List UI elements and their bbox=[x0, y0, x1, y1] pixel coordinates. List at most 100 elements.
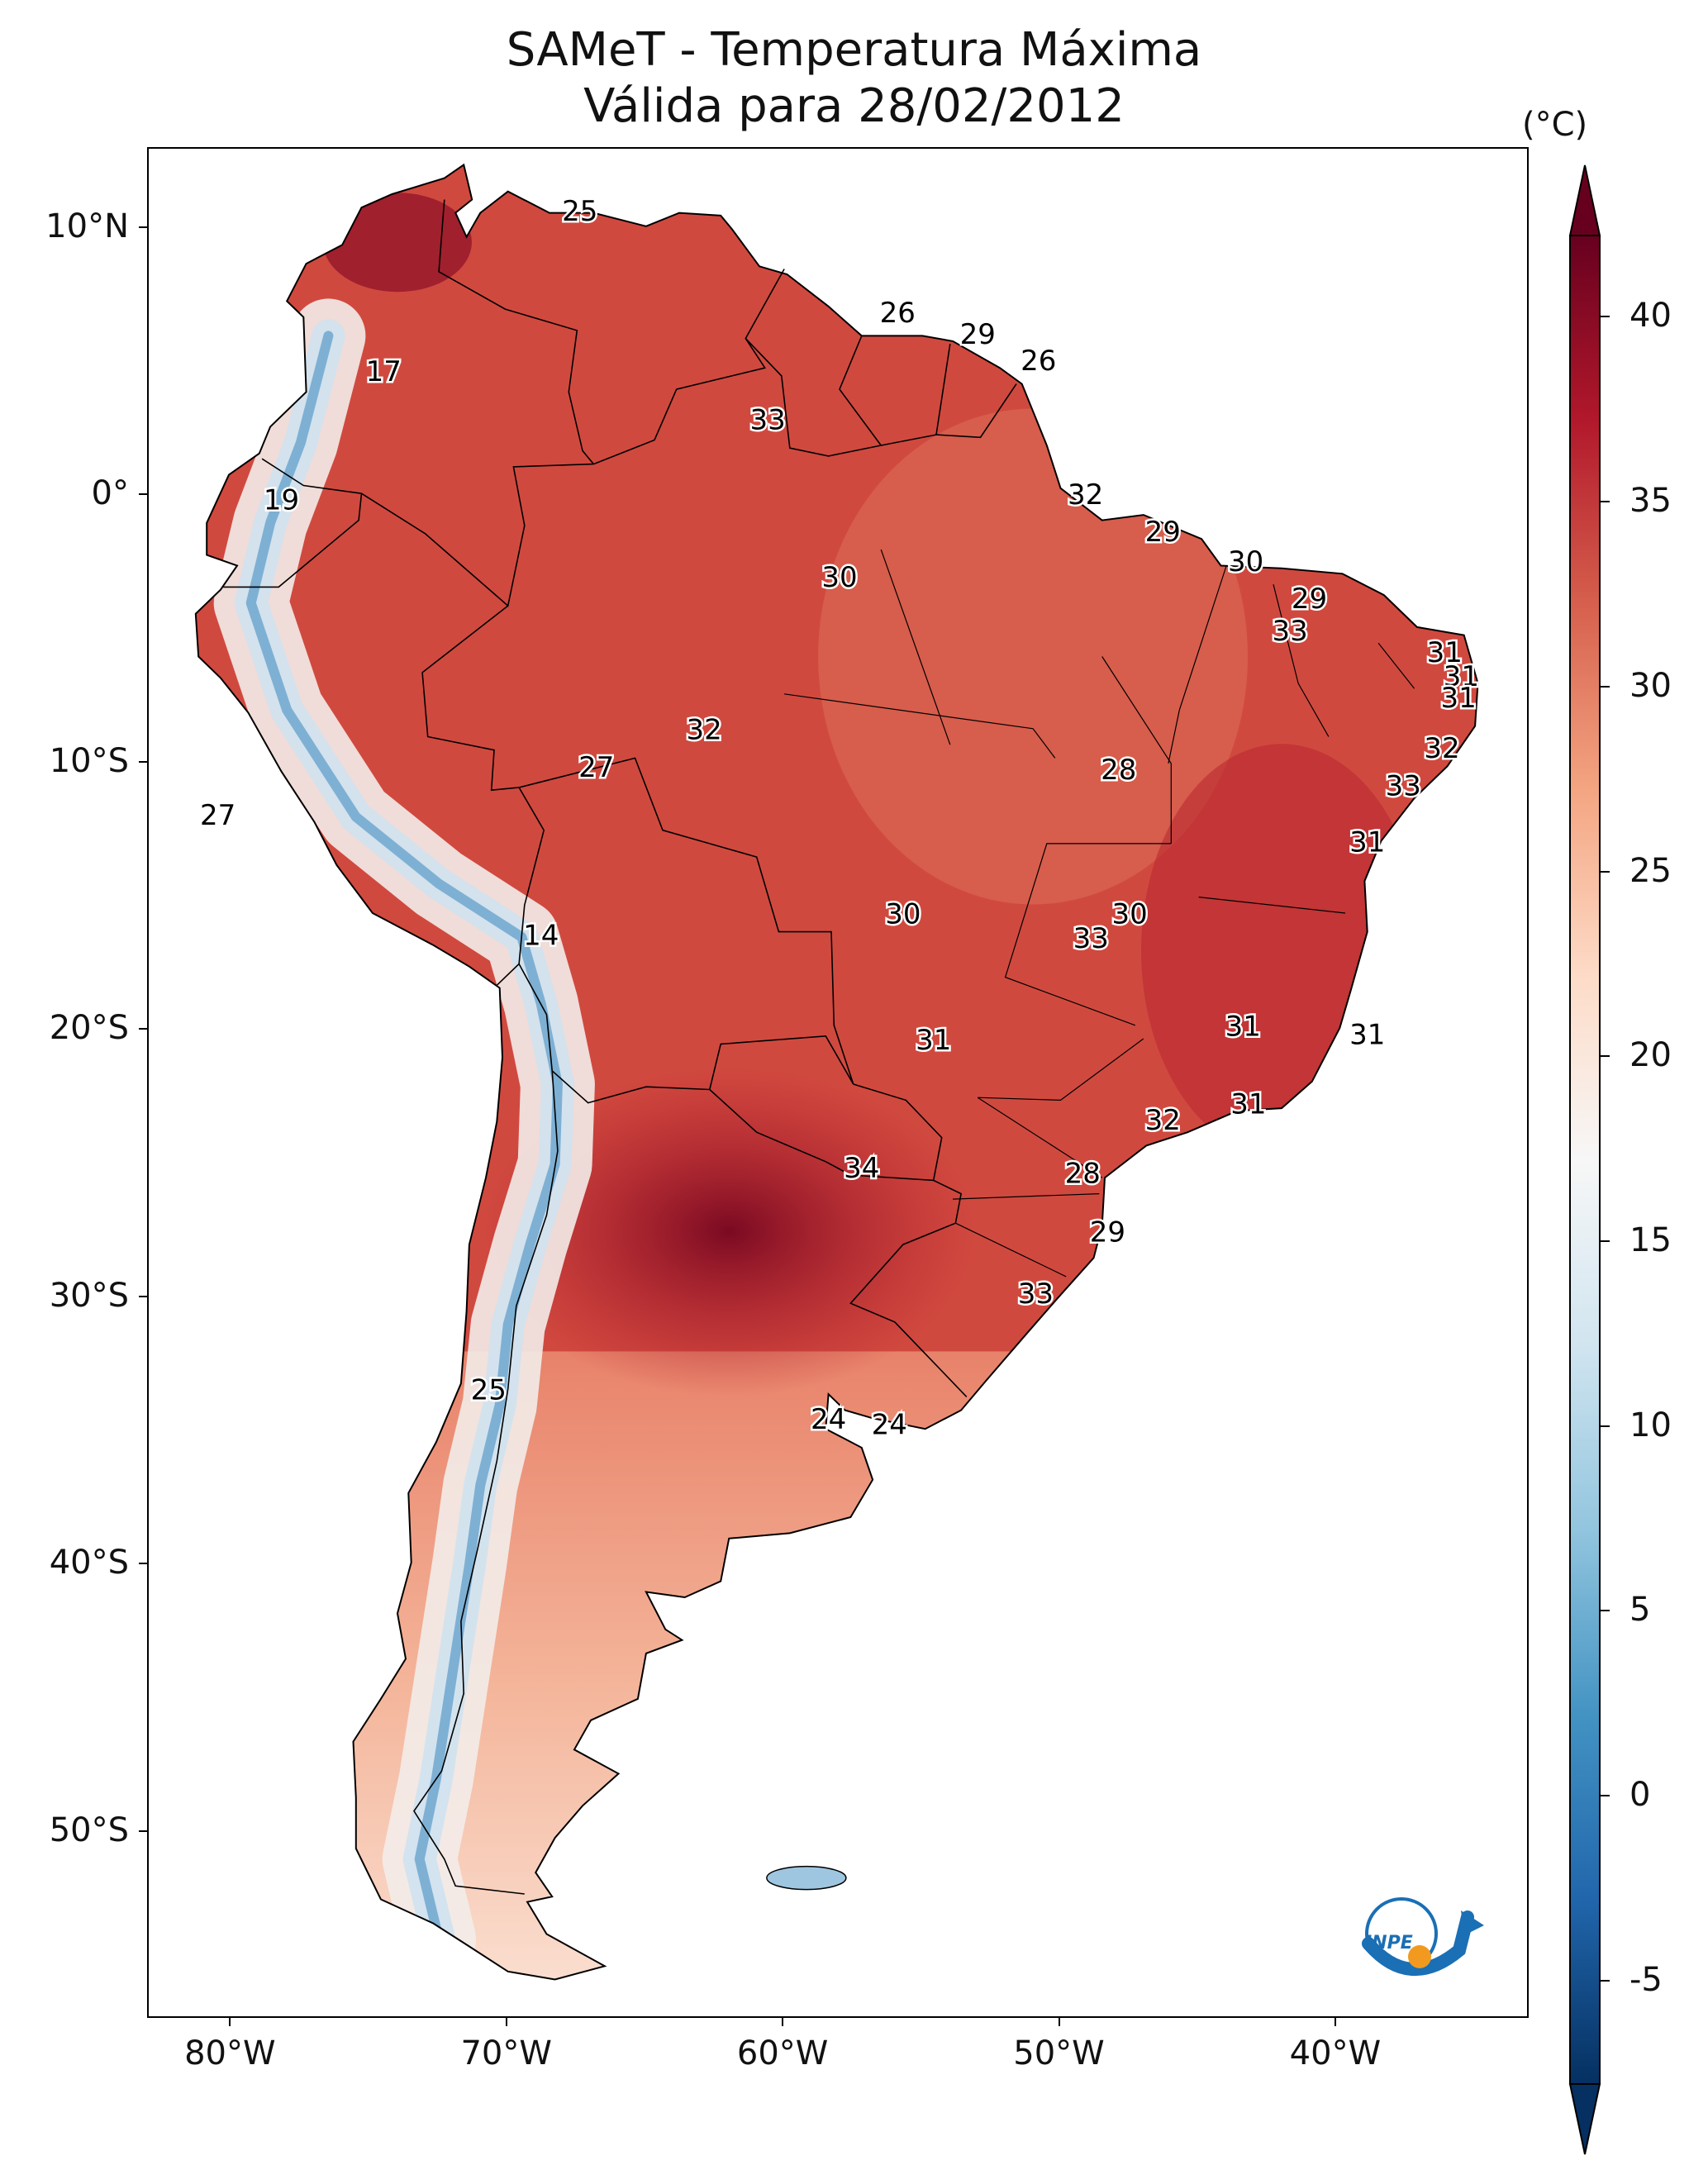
colorbar-tick bbox=[1600, 316, 1610, 318]
east-brazil-hot-zone bbox=[1141, 744, 1423, 1158]
station-value-38: 24 bbox=[872, 1409, 907, 1442]
colorbar-tick-label: 25 bbox=[1629, 851, 1672, 890]
lat-label: 20°S bbox=[49, 1009, 129, 1048]
state-border-8 bbox=[955, 1222, 1067, 1278]
lon-label: 50°W bbox=[1013, 2034, 1105, 2072]
country-borders bbox=[194, 163, 1479, 1981]
lat-label: 30°S bbox=[49, 1276, 129, 1315]
station-value-7: 19 bbox=[264, 483, 299, 516]
lat-label: 10°S bbox=[49, 741, 129, 780]
colorbar-tick-label: 0 bbox=[1629, 1776, 1651, 1815]
colorbar-tick-label: 35 bbox=[1629, 482, 1672, 521]
lat-label: 10°N bbox=[45, 207, 129, 246]
station-value-5: 33 bbox=[749, 403, 785, 436]
station-value-37: 24 bbox=[811, 1403, 846, 1436]
lon-tick bbox=[1334, 2018, 1336, 2026]
coastline bbox=[194, 163, 1479, 1981]
colorbar-tick bbox=[1600, 1425, 1610, 1427]
station-value-21: 31 bbox=[1349, 826, 1385, 859]
colorbar-tick-label: 30 bbox=[1629, 666, 1672, 705]
country-border-2 bbox=[745, 335, 883, 457]
station-value-10: 30 bbox=[1228, 545, 1263, 578]
lat-tick bbox=[139, 760, 147, 763]
station-value-12: 33 bbox=[1272, 615, 1307, 648]
lon-tick bbox=[782, 2018, 784, 2026]
station-value-19: 32 bbox=[686, 714, 721, 747]
station-value-27: 31 bbox=[1225, 1011, 1261, 1044]
country-border-4 bbox=[935, 383, 1017, 439]
lat-label: 40°S bbox=[49, 1544, 129, 1582]
lat-tick bbox=[139, 226, 147, 229]
lat-tick bbox=[139, 1295, 147, 1297]
station-value-0: 25 bbox=[562, 195, 597, 228]
station-value-6: 32 bbox=[1068, 478, 1103, 512]
country-border-7 bbox=[421, 605, 545, 986]
station-value-11: 29 bbox=[1292, 583, 1327, 616]
station-value-23: 14 bbox=[523, 920, 559, 953]
station-value-22: 27 bbox=[200, 799, 236, 832]
country-border-9 bbox=[518, 964, 710, 1104]
lon-label: 40°W bbox=[1289, 2034, 1382, 2072]
country-border-0 bbox=[438, 199, 595, 465]
inpe-logo: INPE bbox=[1362, 1897, 1484, 1976]
station-value-32: 34 bbox=[844, 1152, 879, 1185]
country-border-11 bbox=[849, 1179, 968, 1397]
colorbar-tick-label: 15 bbox=[1629, 1220, 1672, 1259]
colorbar-tick bbox=[1600, 1240, 1610, 1242]
state-border-1 bbox=[880, 549, 951, 745]
chaco-hot-zone bbox=[481, 1065, 978, 1397]
state-border-6 bbox=[977, 1097, 1103, 1178]
station-value-14: 31 bbox=[1444, 660, 1479, 693]
colorbar-tick-label: 20 bbox=[1629, 1036, 1672, 1075]
colorbar-tick bbox=[1600, 1979, 1610, 1982]
colorbar-tick bbox=[1600, 501, 1610, 503]
south-temperature-zone bbox=[195, 1351, 1478, 1980]
lon-label: 60°W bbox=[736, 2034, 829, 2072]
station-value-3: 26 bbox=[1021, 345, 1056, 378]
station-value-29: 31 bbox=[916, 1024, 951, 1057]
colorbar-tick-label: -5 bbox=[1629, 1960, 1663, 1999]
lat-tick bbox=[139, 1028, 147, 1030]
colorbar-tick bbox=[1600, 1795, 1610, 1797]
lat-label: 0° bbox=[91, 474, 129, 513]
colorbar-tick bbox=[1600, 1610, 1610, 1612]
state-border-3 bbox=[1004, 843, 1172, 1026]
state-border-10 bbox=[1377, 642, 1415, 689]
map-panel[interactable]: 25 26 29 26 17 33 32 19 29 30 30 29 33 31 31 31 32 33 28 32… bbox=[147, 147, 1529, 2018]
colorbar-tick bbox=[1600, 1055, 1610, 1058]
colorbar bbox=[1568, 164, 1601, 2155]
state-border-11 bbox=[1168, 565, 1227, 764]
map-subtitle: Válida para 28/02/2012 bbox=[583, 79, 1125, 133]
station-value-2: 29 bbox=[960, 318, 996, 351]
station-value-8: 29 bbox=[1145, 516, 1181, 549]
lon-tick bbox=[1058, 2018, 1060, 2026]
station-value-15: 31 bbox=[1440, 682, 1476, 715]
colorbar-unit: (°C) bbox=[1522, 106, 1588, 144]
colorbar-tick-label: 5 bbox=[1629, 1591, 1651, 1630]
state-border-2 bbox=[1101, 656, 1172, 844]
land-layer bbox=[195, 164, 1478, 1980]
station-value-36: 25 bbox=[471, 1373, 507, 1406]
state-border-0 bbox=[784, 693, 1056, 759]
station-value-31: 32 bbox=[1145, 1104, 1181, 1137]
country-border-1 bbox=[593, 269, 785, 465]
lon-tick bbox=[505, 2018, 507, 2026]
lat-label: 50°S bbox=[49, 1811, 129, 1849]
station-value-34: 29 bbox=[1090, 1216, 1125, 1249]
station-value-18: 28 bbox=[1101, 754, 1136, 787]
country-border-3 bbox=[881, 343, 951, 446]
station-value-35: 33 bbox=[1018, 1278, 1054, 1311]
country-border-8 bbox=[518, 757, 854, 1090]
lon-label: 80°W bbox=[184, 2034, 276, 2072]
station-value-13: 31 bbox=[1427, 636, 1463, 669]
lon-tick bbox=[229, 2018, 231, 2026]
country-border-6 bbox=[223, 493, 363, 588]
state-border-5 bbox=[978, 1038, 1144, 1102]
country-border-12 bbox=[413, 1070, 559, 1895]
colorbar-tick bbox=[1600, 685, 1610, 688]
colorbar-tick bbox=[1600, 870, 1610, 873]
falkland-islands bbox=[766, 1865, 847, 1891]
station-value-28: 31 bbox=[1349, 1018, 1385, 1051]
state-border-9 bbox=[1273, 584, 1330, 737]
